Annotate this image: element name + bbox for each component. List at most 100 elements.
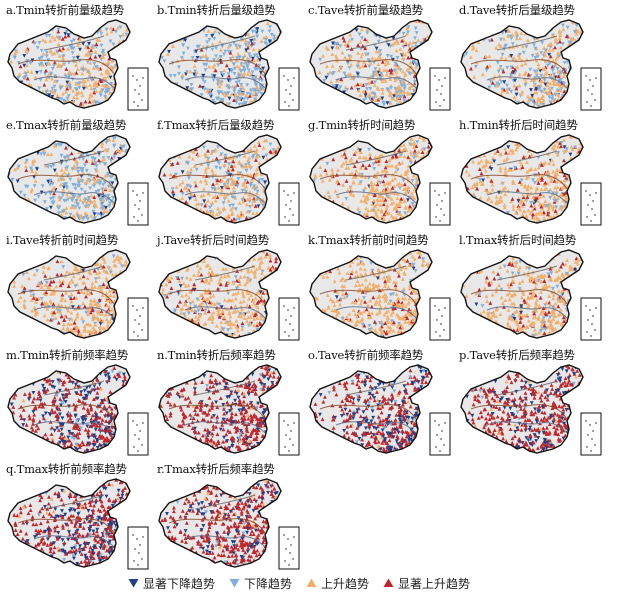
down-marker — [189, 82, 194, 87]
down-marker — [509, 54, 514, 58]
region-line — [43, 150, 105, 166]
up-marker — [394, 292, 399, 297]
down-marker — [261, 155, 266, 160]
up-marker — [507, 284, 512, 289]
up-marker — [223, 158, 228, 163]
up-marker — [252, 323, 257, 328]
down-marker — [98, 93, 103, 98]
island-dot — [292, 99, 294, 101]
up-marker — [383, 321, 388, 326]
up-marker — [423, 37, 428, 42]
up-marker — [507, 290, 512, 295]
up-marker — [385, 185, 390, 190]
up-marker — [510, 70, 514, 74]
up-marker — [530, 78, 534, 82]
up-marker — [40, 62, 45, 67]
up-marker — [380, 79, 385, 84]
down-marker — [242, 97, 246, 102]
up-marker — [20, 284, 25, 288]
up-marker — [261, 145, 266, 150]
up-marker — [351, 175, 356, 179]
up-marker — [394, 206, 399, 211]
up-marker — [576, 28, 580, 33]
up-marker — [370, 56, 375, 60]
up-marker — [370, 79, 374, 84]
up-marker — [547, 161, 552, 166]
up-marker — [188, 277, 193, 281]
down-marker — [50, 318, 55, 323]
up-marker — [414, 65, 418, 69]
island-dot — [434, 75, 436, 77]
down-marker — [498, 37, 503, 42]
island-dot — [287, 309, 289, 311]
up-marker — [379, 319, 384, 324]
up-marker — [112, 374, 117, 379]
up-marker — [519, 31, 524, 36]
up-marker — [201, 193, 206, 198]
up-marker — [55, 259, 60, 264]
up-marker — [477, 270, 482, 274]
border-outline — [309, 134, 433, 224]
up-marker — [92, 397, 96, 402]
down-marker — [555, 67, 560, 71]
up-marker — [222, 315, 227, 320]
up-marker — [268, 267, 273, 272]
up-marker — [520, 279, 525, 283]
down-marker — [204, 57, 209, 62]
up-marker — [380, 87, 385, 92]
up-marker — [499, 152, 504, 157]
up-marker — [479, 171, 484, 176]
down-marker — [477, 292, 482, 297]
region-line — [17, 59, 115, 75]
island-dot — [590, 335, 592, 337]
up-marker — [409, 84, 414, 89]
up-marker — [360, 290, 365, 294]
up-marker — [167, 158, 172, 162]
up-marker — [215, 212, 219, 216]
up-marker — [333, 189, 338, 193]
down-marker — [39, 48, 44, 53]
up-marker — [105, 148, 110, 153]
down-marker — [547, 95, 552, 100]
up-marker — [223, 274, 227, 279]
up-marker — [346, 317, 351, 322]
up-marker — [398, 143, 403, 148]
up-marker — [268, 258, 273, 263]
down-marker — [49, 71, 54, 76]
up-marker — [559, 144, 563, 149]
up-marker — [255, 57, 260, 62]
up-marker — [56, 320, 61, 325]
down-marker — [373, 80, 377, 85]
up-marker — [226, 280, 231, 285]
up-marker — [408, 91, 413, 95]
down-marker — [226, 328, 230, 332]
down-marker — [94, 190, 99, 194]
down-marker — [43, 192, 48, 197]
up-marker — [506, 33, 511, 38]
island-dot — [444, 192, 446, 194]
up-marker — [503, 185, 508, 190]
up-marker — [324, 171, 329, 176]
up-marker — [499, 91, 504, 96]
down-marker — [412, 156, 416, 160]
up-marker — [356, 59, 361, 64]
up-marker — [380, 59, 385, 64]
down-marker — [62, 198, 67, 203]
up-marker — [394, 280, 399, 285]
up-marker — [531, 323, 536, 328]
down-marker — [238, 312, 242, 316]
up-marker — [355, 314, 359, 319]
down-marker — [201, 73, 206, 78]
up-marker — [42, 313, 47, 318]
up-marker — [526, 94, 531, 99]
down-marker — [331, 41, 335, 46]
up-marker — [77, 431, 82, 436]
down-marker — [59, 403, 63, 408]
up-marker — [336, 181, 341, 186]
down-marker — [44, 280, 49, 285]
up-marker — [375, 312, 379, 316]
up-marker — [523, 197, 528, 202]
down-marker — [186, 161, 190, 166]
up-marker — [406, 188, 411, 193]
up-marker — [53, 315, 58, 320]
